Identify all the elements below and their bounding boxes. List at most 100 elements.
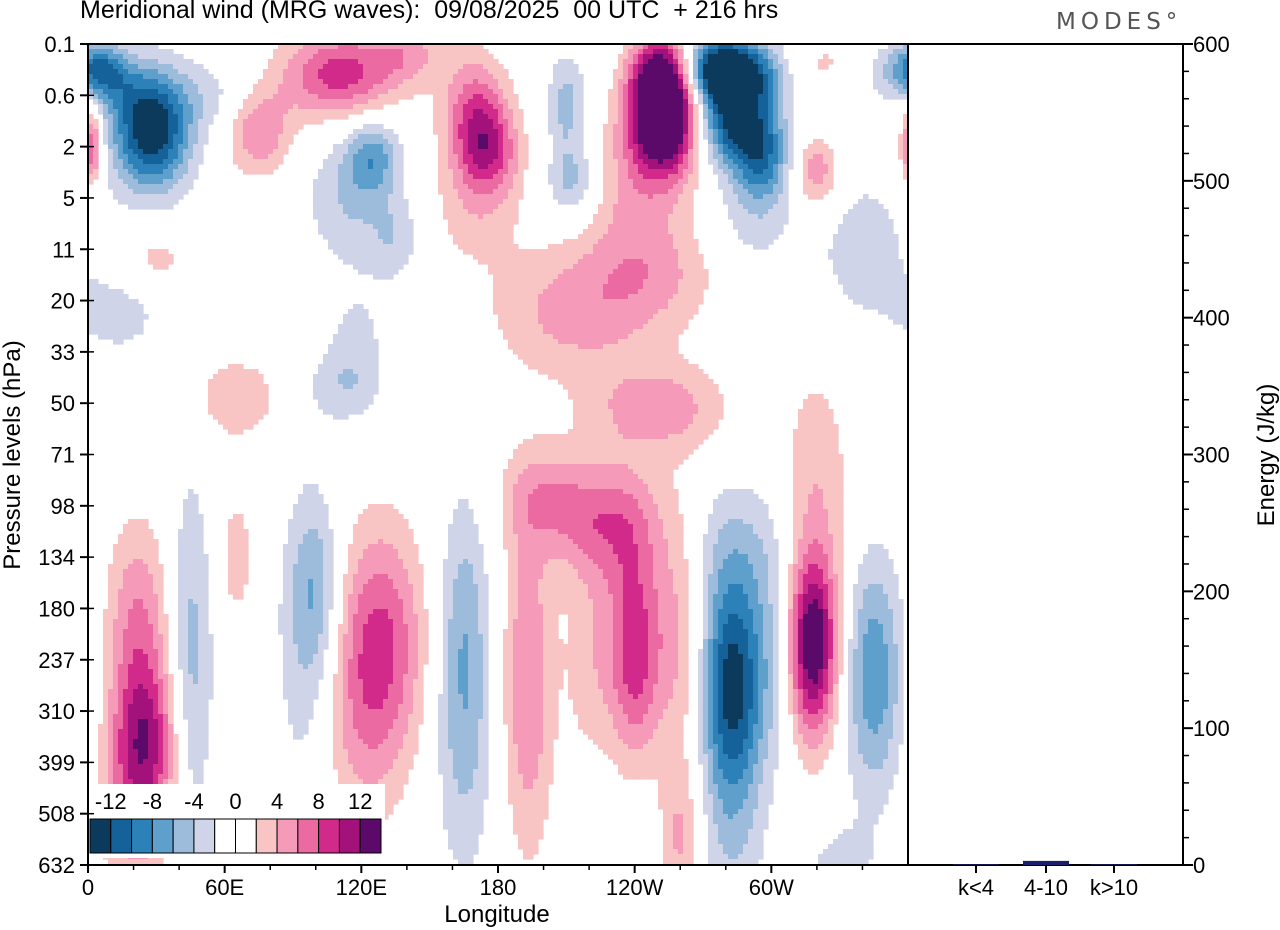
heatmap-cell [498,154,504,160]
heatmap-cell [233,139,239,145]
heatmap-cell [258,119,264,125]
heatmap-cell [853,274,859,280]
heatmap-cell [418,74,424,80]
heatmap-cell [888,229,894,235]
heatmap-cell [358,89,364,95]
heatmap-cell [763,184,769,190]
heatmap-cell [218,89,224,95]
heatmap-cell [148,119,154,125]
heatmap-cell [833,244,839,250]
heatmap-cell [443,119,449,125]
heatmap-cell [473,249,479,255]
heatmap-cell [633,264,639,270]
heatmap-cell [888,279,894,285]
heatmap-cell [283,69,289,75]
heatmap-cell [413,79,419,85]
heatmap-cell [273,159,279,165]
heatmap-cell [613,179,619,185]
heatmap-cell [208,89,214,95]
heatmap-cell [848,289,854,295]
heatmap-cell [863,299,869,305]
heatmap-cell [728,49,734,55]
heatmap-cell [753,89,759,95]
heatmap-cell [463,199,469,205]
heatmap-cell [493,269,499,275]
heatmap-cell [628,204,634,210]
heatmap-cell [693,244,699,250]
heatmap-cell [478,79,484,85]
heatmap-cell [708,64,714,70]
heatmap-cell [443,64,449,70]
heatmap-cell [158,259,164,265]
heatmap-cell [638,119,644,125]
heatmap-cell [298,59,304,65]
heatmap-cell [213,84,219,90]
heatmap-cell [768,59,774,65]
heatmap-cell [543,284,549,290]
heatmap-cell [458,69,464,75]
heatmap-cell [313,99,319,105]
heatmap-cell [763,224,769,230]
heatmap-cell [713,99,719,105]
heatmap-cell [608,109,614,115]
heatmap-cell [363,49,369,55]
heatmap-cell [383,44,389,50]
heatmap-cell [728,64,734,70]
heatmap-cell [403,254,409,260]
heatmap-cell [503,129,509,135]
heatmap-cell [888,289,894,295]
heatmap-cell [273,104,279,110]
heatmap-cell [508,109,514,115]
heatmap-cell [678,119,684,125]
heatmap-cell [433,99,439,105]
heatmap-cell [128,149,134,155]
heatmap-cell [603,274,609,280]
heatmap-cell [568,149,574,155]
heatmap-cell [313,79,319,85]
heatmap-cell [488,214,494,220]
heatmap-cell [733,54,739,60]
heatmap-cell [388,244,394,250]
heatmap-cell [453,159,459,165]
heatmap-cell [803,149,809,155]
heatmap-cell [388,79,394,85]
heatmap-cell [273,119,279,125]
heatmap-cell [688,139,694,145]
heatmap-cell [398,79,404,85]
heatmap-cell [158,184,164,190]
heatmap-cell [638,304,644,310]
heatmap-cell [443,74,449,80]
heatmap-cell [183,144,189,150]
heatmap-cell [163,144,169,150]
heatmap-cell [488,154,494,160]
heatmap-cell [88,89,94,95]
heatmap-cell [428,69,434,75]
heatmap-cell [633,269,639,275]
heatmap-cell [723,149,729,155]
heatmap-cell [488,189,494,195]
heatmap-cell [93,144,99,150]
heatmap-cell [713,119,719,125]
heatmap-cell [503,169,509,175]
heatmap-cell [513,189,519,195]
heatmap-cell [648,139,654,145]
heatmap-cell [778,224,784,230]
heatmap-cell [668,104,674,110]
heatmap-cell [848,224,854,230]
heatmap-cell [758,64,764,70]
heatmap-cell [688,94,694,100]
heatmap-cell [358,59,364,65]
heatmap-cell [708,114,714,120]
heatmap-cell [883,84,889,90]
heatmap-cell [583,179,589,185]
heatmap-cell [323,69,329,75]
heatmap-cell [183,129,189,135]
heatmap-cell [453,224,459,230]
heatmap-cell [863,264,869,270]
heatmap-cell [363,89,369,95]
heatmap-cell [648,234,654,240]
heatmap-cell [528,299,534,305]
heatmap-cell [878,239,884,245]
heatmap-cell [123,159,129,165]
heatmap-cell [498,309,504,315]
